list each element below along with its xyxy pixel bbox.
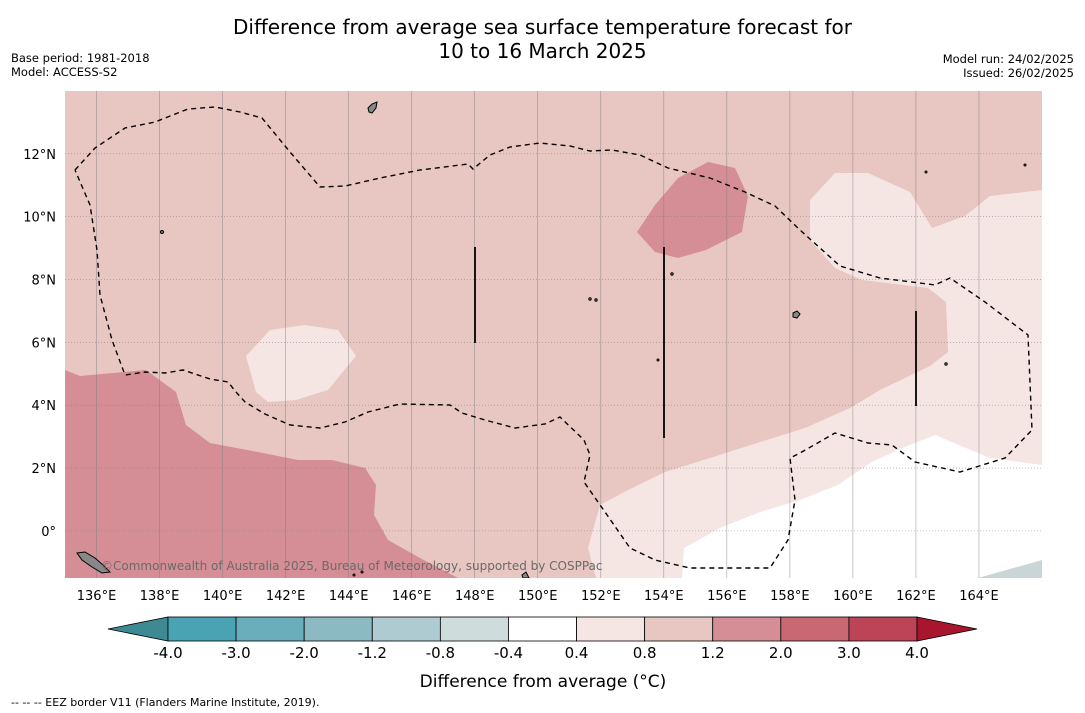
colorbar-tick-label: 2.0: [769, 644, 793, 662]
colorbar-segment: [303, 616, 373, 642]
colorbar-tick-label: 3.0: [837, 644, 861, 662]
lat-tick-label: 12°N: [23, 148, 56, 163]
colorbar-segment: [508, 616, 577, 642]
title-line-1: Difference from average sea surface temp…: [232, 15, 852, 39]
eez-border-north: [74, 106, 1033, 569]
lon-tick-label: 138°E: [140, 589, 180, 604]
anomaly-region-cool-corner: [978, 560, 1042, 578]
anomaly-region-high-west: [65, 370, 458, 578]
colorbar-tick-label: -1.2: [358, 644, 387, 662]
lon-tick-label: 154°E: [644, 589, 684, 604]
lon-tick-label: 148°E: [455, 589, 495, 604]
lat-tick-label: 4°N: [32, 399, 57, 414]
lon-tick-label: 160°E: [833, 589, 873, 604]
colorbar-segment: [235, 616, 305, 642]
lat-tick-label: 10°N: [23, 211, 56, 226]
colorbar-tick-label: -0.4: [494, 644, 523, 662]
colorbar-tick-label: 4.0: [905, 644, 929, 662]
colorbar-segment: [439, 616, 509, 642]
colorbar-segment: [848, 616, 918, 642]
lat-tick-label: 0°: [41, 525, 56, 540]
lon-tick-label: 146°E: [392, 589, 432, 604]
longitude-tick-labels: 136°E 138°E 140°E 142°E 144°E 146°E 148°E 150°E…: [77, 589, 999, 604]
lat-tick-label: 6°N: [32, 336, 57, 351]
model-label: Model: ACCESS-S2: [11, 65, 118, 79]
colorbar-tick-label: -0.8: [426, 644, 455, 662]
lon-tick-label: 136°E: [77, 589, 117, 604]
colorbar-segment: [644, 616, 714, 642]
lat-tick-label: 8°N: [32, 274, 57, 289]
issued-label: Issued: 26/02/2025: [963, 66, 1074, 80]
anomaly-region-low-central: [246, 325, 356, 402]
map-plot-area: ©Commonwealth of Australia 2025, Bureau …: [65, 91, 1042, 578]
colorbar-tick-label: 0.4: [565, 644, 589, 662]
lon-tick-label: 164°E: [959, 589, 999, 604]
colorbar-tick-label: 1.2: [701, 644, 725, 662]
latitude-tick-labels: 12°N 10°N 8°N 6°N 4°N 2°N 0°: [23, 148, 56, 540]
title-line-2: 10 to 16 March 2025: [438, 39, 647, 63]
colorbar-extend-low: [107, 616, 169, 642]
colorbar-segment: [576, 616, 646, 642]
lon-tick-label: 156°E: [707, 589, 747, 604]
lon-tick-label: 150°E: [518, 589, 558, 604]
colorbar: [107, 616, 978, 642]
colorbar-tick-labels: -4.0 -3.0 -2.0 -1.2 -0.8 -0.4 0.4 0.8 1.2 2.0 3.0 4…: [153, 644, 929, 662]
lon-tick-label: 162°E: [896, 589, 936, 604]
lon-tick-label: 140°E: [203, 589, 243, 604]
lon-tick-label: 152°E: [581, 589, 621, 604]
colorbar-tick-label: 0.8: [633, 644, 657, 662]
colorbar-tick-label: -3.0: [221, 644, 250, 662]
copyright-notice: ©Commonwealth of Australia 2025, Bureau …: [101, 559, 603, 573]
eez-legend-note: -- -- -- EEZ border V11 (Flanders Marine…: [11, 696, 319, 709]
lon-tick-label: 158°E: [770, 589, 810, 604]
base-period-label: Base period: 1981-2018: [11, 51, 150, 65]
colorbar-tick-label: -2.0: [290, 644, 319, 662]
colorbar-label: Difference from average (°C): [420, 672, 667, 692]
anomaly-region-high-north: [637, 162, 748, 258]
islands: [76, 101, 1027, 578]
colorbar-segment: [371, 616, 441, 642]
colorbar-tick-label: -4.0: [153, 644, 182, 662]
colorbar-extend-high: [916, 616, 978, 642]
lon-tick-label: 144°E: [329, 589, 369, 604]
lat-tick-label: 2°N: [32, 462, 57, 477]
colorbar-segment: [712, 616, 782, 642]
lon-tick-label: 142°E: [266, 589, 306, 604]
colorbar-segment: [780, 616, 850, 642]
colorbar-segment: [167, 616, 237, 642]
model-run-label: Model run: 24/02/2025: [942, 52, 1074, 66]
